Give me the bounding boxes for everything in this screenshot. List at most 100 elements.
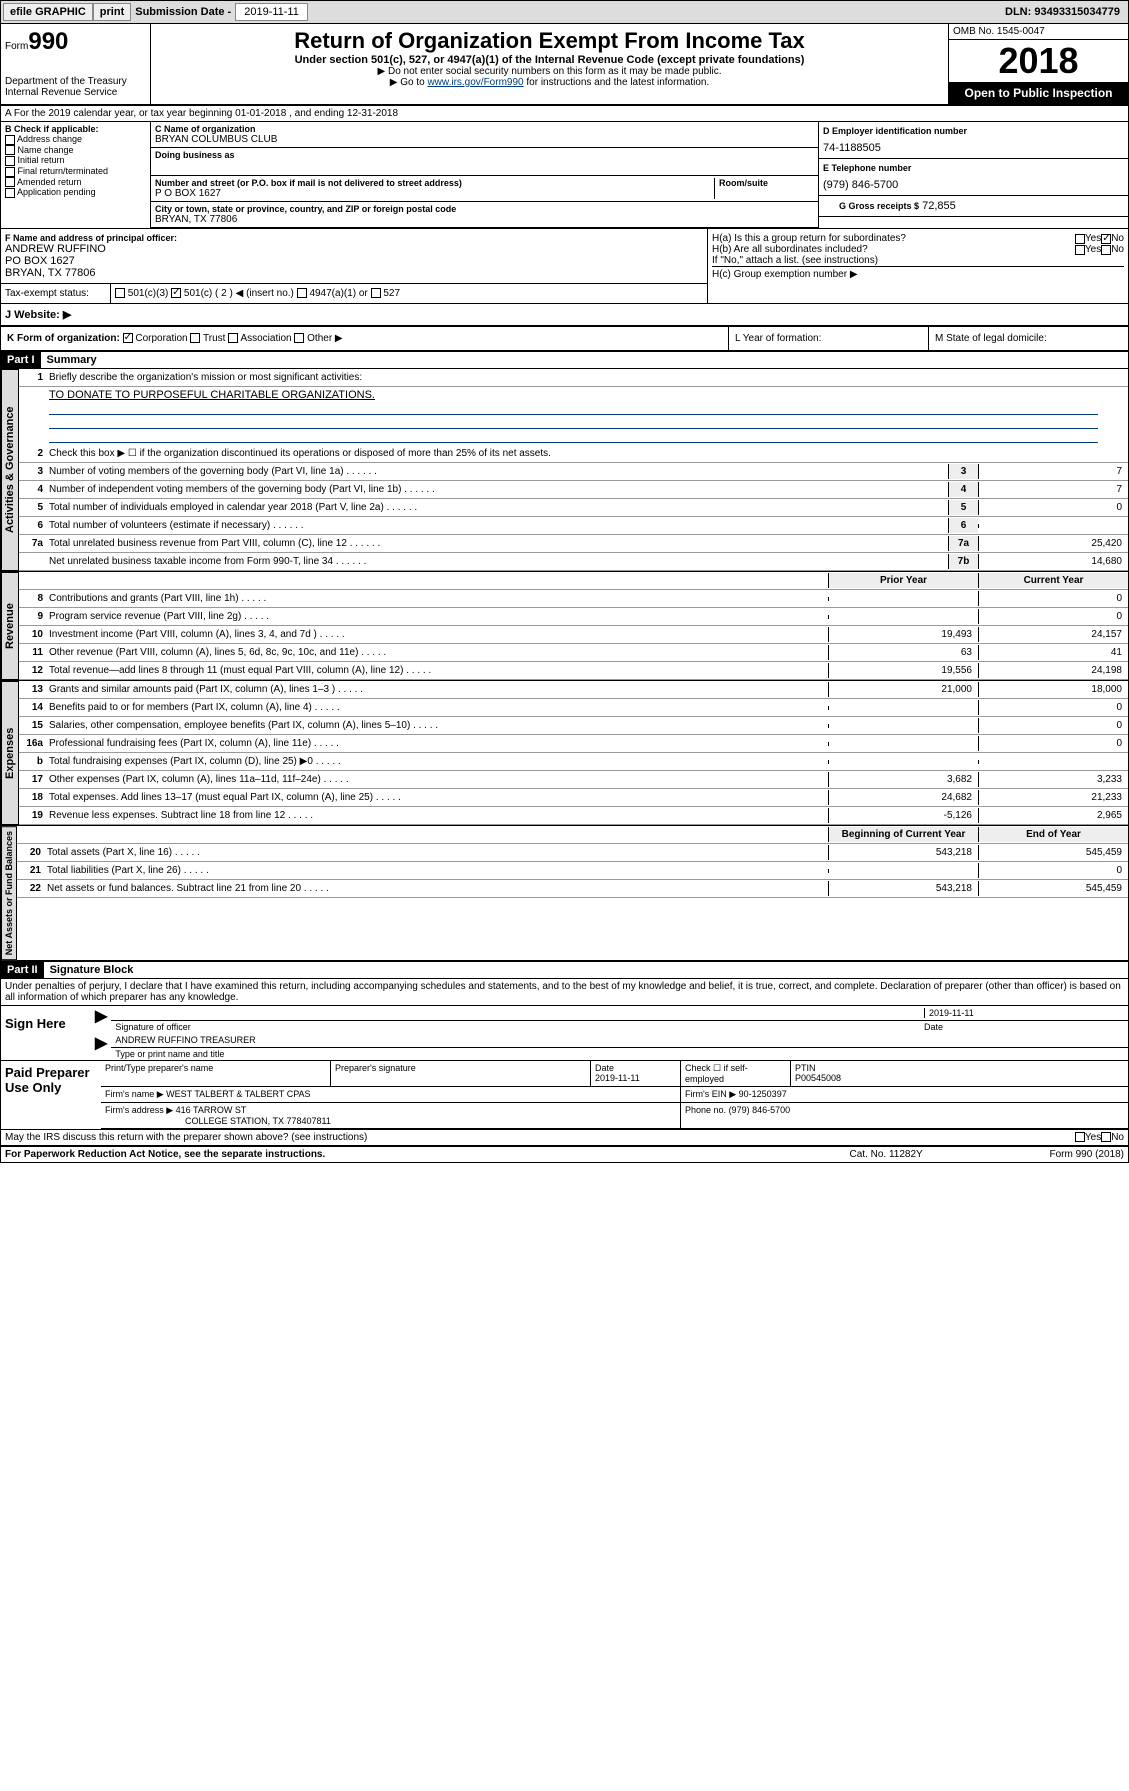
501c-checkbox[interactable] xyxy=(171,288,181,298)
discuss-no-checkbox[interactable] xyxy=(1101,1132,1111,1142)
name-change-checkbox[interactable] xyxy=(5,145,15,155)
line-text: Total assets (Part X, line 16) . . . . . xyxy=(47,845,828,860)
k-label: K Form of organization: xyxy=(7,333,120,344)
line-1-num: 1 xyxy=(19,372,49,383)
prior-value: 543,218 xyxy=(828,881,978,896)
line-text: Professional fundraising fees (Part IX, … xyxy=(49,736,828,751)
phone-label: E Telephone number xyxy=(823,163,1124,173)
part1-header: Part I xyxy=(1,352,41,368)
prep-name-label: Print/Type preparer's name xyxy=(101,1061,331,1086)
line-text: Total revenue—add lines 8 through 11 (mu… xyxy=(49,663,828,678)
mission-line-1 xyxy=(49,401,1098,415)
application-pending-checkbox[interactable] xyxy=(5,188,15,198)
hb-yes: Yes xyxy=(1085,244,1101,255)
final-return-checkbox[interactable] xyxy=(5,167,15,177)
dba-label: Doing business as xyxy=(155,150,814,160)
end-year-header: End of Year xyxy=(978,827,1128,842)
efile-graphic-button[interactable]: efile GRAPHIC xyxy=(3,3,93,21)
name-change-label: Name change xyxy=(18,145,74,155)
name-title-label: Type or print name and title xyxy=(111,1048,1128,1060)
mission-line-2 xyxy=(49,415,1098,429)
firm-ein-value: 90-1250397 xyxy=(739,1089,787,1099)
cat-number: Cat. No. 11282Y xyxy=(850,1149,1050,1160)
ha-no: No xyxy=(1111,233,1124,244)
527-label: 527 xyxy=(383,288,400,299)
prior-value: 3,682 xyxy=(828,772,978,787)
4947-checkbox[interactable] xyxy=(297,288,307,298)
blank-text-2 xyxy=(47,833,828,837)
officer-addr1: PO BOX 1627 xyxy=(5,255,703,267)
association-label: Association xyxy=(240,333,291,344)
501c3-checkbox[interactable] xyxy=(115,288,125,298)
sig-officer-blank xyxy=(115,1008,924,1018)
discuss-yes-checkbox[interactable] xyxy=(1075,1132,1085,1142)
line-2-num: 2 xyxy=(19,448,49,459)
line-value: 14,680 xyxy=(978,554,1128,569)
current-value: 0 xyxy=(978,609,1128,624)
prior-value: 24,682 xyxy=(828,790,978,805)
prior-year-header: Prior Year xyxy=(828,573,978,588)
527-checkbox[interactable] xyxy=(371,288,381,298)
line-num: 4 xyxy=(19,484,49,495)
sig-arrow-1: ▶ xyxy=(91,1006,111,1033)
line-num: 8 xyxy=(19,593,49,604)
print-button[interactable]: print xyxy=(93,3,131,21)
open-public-badge: Open to Public Inspection xyxy=(949,82,1128,104)
line-text: Other expenses (Part IX, column (A), lin… xyxy=(49,772,828,787)
corporation-checkbox[interactable] xyxy=(123,333,133,343)
line-text: Total fundraising expenses (Part IX, col… xyxy=(49,754,828,769)
line-text: Revenue less expenses. Subtract line 18 … xyxy=(49,808,828,823)
4947-label: 4947(a)(1) or xyxy=(309,288,367,299)
expenses-tab: Expenses xyxy=(1,681,19,825)
hb-yes-checkbox[interactable] xyxy=(1075,245,1085,255)
ha-no-checkbox[interactable] xyxy=(1101,234,1111,244)
firm-phone-label: Phone no. xyxy=(685,1105,726,1115)
form-footer: Form 990 (2018) xyxy=(1050,1149,1124,1160)
activities-governance-tab: Activities & Governance xyxy=(1,369,19,571)
line-box: 3 xyxy=(948,464,978,479)
paperwork-notice: For Paperwork Reduction Act Notice, see … xyxy=(5,1149,850,1160)
line-text: Total expenses. Add lines 13–17 (must eq… xyxy=(49,790,828,805)
prior-value xyxy=(828,742,978,746)
trust-checkbox[interactable] xyxy=(190,333,200,343)
line-text: Total number of volunteers (estimate if … xyxy=(49,518,948,533)
submission-date: 2019-11-11 xyxy=(235,3,308,21)
address-change-checkbox[interactable] xyxy=(5,135,15,145)
section-a-tax-year: A For the 2019 calendar year, or tax yea… xyxy=(1,106,1128,122)
firm-addr-label: Firm's address ▶ xyxy=(105,1105,173,1115)
line-text: Contributions and grants (Part VIII, lin… xyxy=(49,591,828,606)
initial-return-checkbox[interactable] xyxy=(5,156,15,166)
line-num: 7a xyxy=(19,538,49,549)
officer-label: F Name and address of principal officer: xyxy=(5,233,703,243)
association-checkbox[interactable] xyxy=(228,333,238,343)
ha-yes-checkbox[interactable] xyxy=(1075,234,1085,244)
ein-label: D Employer identification number xyxy=(823,126,1124,136)
amended-return-label: Amended return xyxy=(17,177,82,187)
current-value: 0 xyxy=(978,591,1128,606)
application-pending-label: Application pending xyxy=(17,187,96,197)
hb-no-checkbox[interactable] xyxy=(1101,245,1111,255)
irs-link[interactable]: www.irs.gov/Form990 xyxy=(427,77,523,88)
line-num: 16a xyxy=(19,738,49,749)
line-text: Total liabilities (Part X, line 26) . . … xyxy=(47,863,828,878)
line-num: 9 xyxy=(19,611,49,622)
line-num: 12 xyxy=(19,665,49,676)
sig-officer-label: Signature of officer xyxy=(115,1022,924,1032)
beginning-year-header: Beginning of Current Year xyxy=(828,827,978,842)
line-text: Net unrelated business taxable income fr… xyxy=(49,554,948,569)
line-num: b xyxy=(19,756,49,767)
address-value: P O BOX 1627 xyxy=(155,188,714,199)
other-checkbox[interactable] xyxy=(294,333,304,343)
part2-title: Signature Block xyxy=(44,962,140,978)
line-value: 7 xyxy=(978,482,1128,497)
line-box: 4 xyxy=(948,482,978,497)
line-num: 20 xyxy=(17,847,47,858)
line-text: Total unrelated business revenue from Pa… xyxy=(49,536,948,551)
prior-value: -5,126 xyxy=(828,808,978,823)
amended-return-checkbox[interactable] xyxy=(5,177,15,187)
line-text: Total number of individuals employed in … xyxy=(49,500,948,515)
firm-addr2: COLLEGE STATION, TX 778407811 xyxy=(105,1116,676,1126)
discuss-question: May the IRS discuss this return with the… xyxy=(5,1132,1075,1143)
prior-value: 63 xyxy=(828,645,978,660)
ptin-value: P00545008 xyxy=(795,1073,1124,1083)
